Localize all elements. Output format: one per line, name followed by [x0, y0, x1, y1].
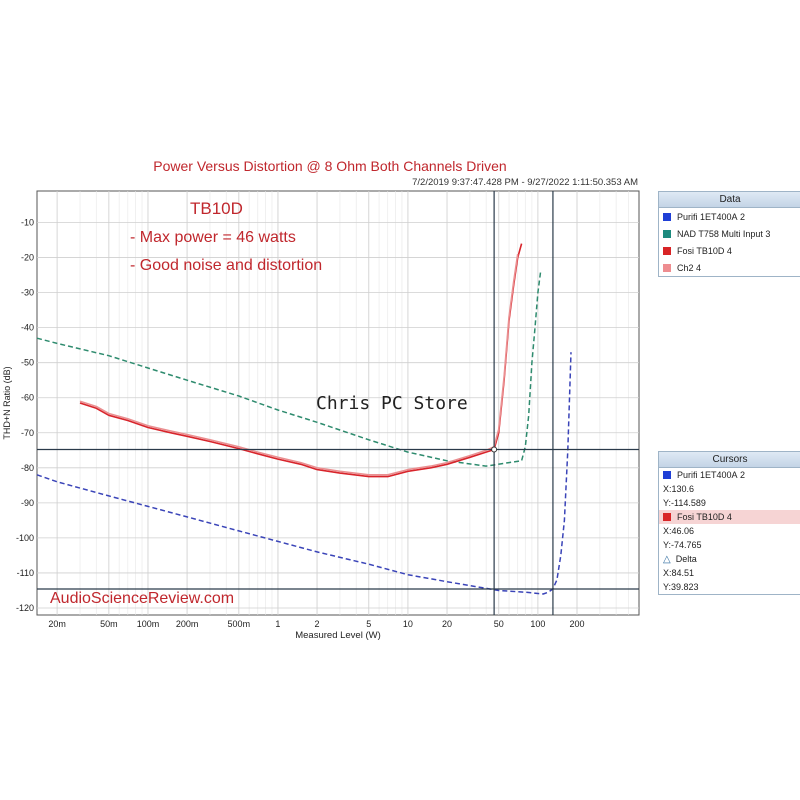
- chart-title: Power Versus Distortion @ 8 Ohm Both Cha…: [153, 158, 507, 174]
- legend-swatch: [663, 246, 671, 255]
- y-tick-label: -60: [21, 393, 34, 403]
- x-tick-label: 10: [403, 619, 413, 629]
- legend-channel: 3: [765, 228, 771, 239]
- legend-swatch: [663, 212, 671, 221]
- cursor-1-header[interactable]: Purifi 1ET400A 2: [659, 468, 800, 482]
- cursor-2-y: Y:-74.765: [663, 540, 702, 550]
- series-line-2: [36, 271, 542, 467]
- y-tick-label: -30: [21, 288, 34, 298]
- cursor-channel: 2: [740, 470, 746, 480]
- cursors-panel-title: Cursors: [659, 452, 800, 468]
- legend-label: Fosi TB10D: [677, 245, 725, 256]
- x-axis-label: Measured Level (W): [295, 630, 381, 641]
- y-tick-label: -100: [16, 533, 34, 543]
- y-tick-label: -10: [21, 218, 34, 228]
- legend-label: Ch2: [677, 262, 694, 273]
- x-tick-label: 50: [494, 619, 504, 629]
- data-panel-title: Data: [659, 192, 800, 208]
- y-tick-label: -70: [21, 428, 34, 438]
- legend-label: NAD T758 Multi Input: [677, 228, 763, 239]
- data-panel: Data Purifi 1ET400A 2 NAD T758 Multi Inp…: [658, 191, 800, 277]
- series-line-1: [36, 352, 572, 595]
- delta-x: X:84.51: [663, 568, 695, 578]
- legend-swatch: [663, 229, 671, 238]
- watermark: Chris PC Store: [316, 393, 468, 414]
- x-tick-label: 2: [315, 619, 320, 629]
- y-tick-label: -40: [21, 323, 34, 333]
- legend-item-nad[interactable]: NAD T758 Multi Input 3: [659, 225, 800, 242]
- y-axis-label: THD+N Ratio (dB): [2, 366, 12, 439]
- cursors-panel: Cursors Purifi 1ET400A 2 X:130.6 Y:-114.…: [658, 451, 800, 595]
- x-tick-label: 500m: [228, 619, 251, 629]
- cursor-swatch: [663, 513, 671, 521]
- plot-area: [36, 190, 640, 616]
- cursor-label: Purifi 1ET400A: [677, 470, 738, 480]
- x-tick-label: 5: [366, 619, 371, 629]
- y-tick-label: -20: [21, 253, 34, 263]
- x-tick-label: 20: [442, 619, 452, 629]
- delta-header[interactable]: △ Delta: [659, 552, 800, 566]
- x-tick-label: 100m: [137, 619, 160, 629]
- x-tick-label: 50m: [100, 619, 118, 629]
- y-tick-label: -90: [21, 498, 34, 508]
- legend-channel: 2: [740, 211, 746, 222]
- x-tick-label: 100: [530, 619, 545, 629]
- legend-item-fosi[interactable]: Fosi TB10D 4: [659, 242, 800, 259]
- cursor-2-x: X:46.06: [663, 526, 695, 536]
- y-tick-label: -110: [17, 568, 34, 578]
- y-tick-label: -120: [16, 603, 34, 613]
- y-tick-label: -50: [21, 358, 34, 368]
- cursor-label: Fosi TB10D: [677, 512, 725, 522]
- cursor-swatch: [663, 471, 671, 479]
- x-tick-label: 200m: [176, 619, 199, 629]
- site-label: AudioScienceReview.com: [50, 590, 235, 607]
- cursor-marker: [491, 446, 498, 453]
- y-tick-label: -80: [21, 463, 34, 473]
- legend-item-ch2[interactable]: Ch2 4: [659, 259, 800, 276]
- series-line-4: [79, 253, 519, 476]
- x-tick-label: 1: [275, 619, 280, 629]
- chart-svg: 20m 50m 100m 200m 500m 1 2 5 10 20 50 100 200 -10 -20 -…: [2, 190, 640, 641]
- x-tick-label: 200: [569, 619, 584, 629]
- x-tick-label: 20m: [48, 619, 66, 629]
- cursor-1-x: X:130.6: [663, 484, 695, 494]
- cursor-2-header[interactable]: Fosi TB10D 4: [659, 510, 800, 524]
- chart-timestamp: 7/2/2019 9:37:47.428 PM - 9/27/2022 1:11…: [412, 177, 638, 188]
- legend-channel: 4: [726, 245, 732, 256]
- delta-icon: △: [663, 553, 671, 565]
- legend-swatch: [663, 263, 671, 272]
- annotation-heading: TB10D: [190, 199, 243, 218]
- annotation-noise: - Good noise and distortion: [130, 257, 323, 274]
- annotation-max-power: - Max power = 46 watts: [130, 229, 296, 246]
- delta-label: Delta: [675, 554, 697, 564]
- cursor-channel: 4: [726, 512, 732, 522]
- legend-item-purifi[interactable]: Purifi 1ET400A 2: [659, 208, 800, 225]
- legend-channel: 4: [696, 262, 702, 273]
- delta-y: Y:39.823: [663, 582, 699, 592]
- cursor-1-y: Y:-114.589: [663, 498, 706, 508]
- legend-label: Purifi 1ET400A: [677, 211, 738, 222]
